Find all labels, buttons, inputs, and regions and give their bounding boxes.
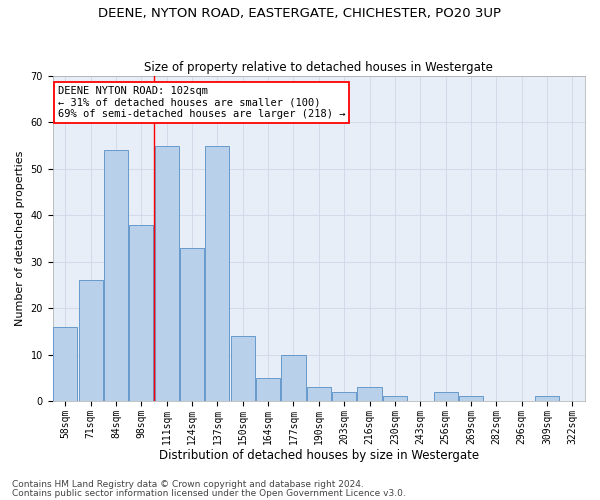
Text: DEENE NYTON ROAD: 102sqm
← 31% of detached houses are smaller (100)
69% of semi-: DEENE NYTON ROAD: 102sqm ← 31% of detach… [58,86,346,119]
Text: DEENE, NYTON ROAD, EASTERGATE, CHICHESTER, PO20 3UP: DEENE, NYTON ROAD, EASTERGATE, CHICHESTE… [98,8,502,20]
Bar [358,387,382,401]
Bar [434,392,458,401]
Y-axis label: Number of detached properties: Number of detached properties [15,151,25,326]
Bar [79,280,103,401]
Title: Size of property relative to detached houses in Westergate: Size of property relative to detached ho… [145,60,493,74]
Bar [53,327,77,401]
Text: Contains public sector information licensed under the Open Government Licence v3: Contains public sector information licen… [12,488,406,498]
X-axis label: Distribution of detached houses by size in Westergate: Distribution of detached houses by size … [159,450,479,462]
Bar [155,146,179,401]
Bar [205,146,229,401]
Bar [231,336,255,401]
Bar [307,387,331,401]
Bar [104,150,128,401]
Bar [281,354,305,401]
Bar [535,396,559,401]
Bar [332,392,356,401]
Bar [256,378,280,401]
Bar [459,396,483,401]
Bar [180,248,204,401]
Bar [130,224,154,401]
Bar [383,396,407,401]
Text: Contains HM Land Registry data © Crown copyright and database right 2024.: Contains HM Land Registry data © Crown c… [12,480,364,489]
